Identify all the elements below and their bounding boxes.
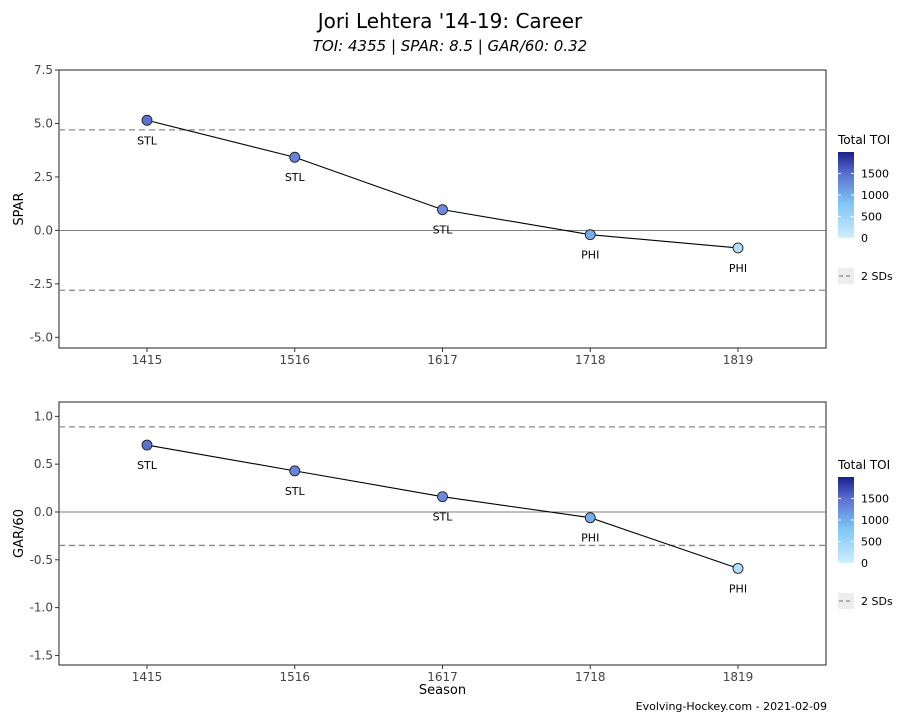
x-tick-label: 1617: [427, 670, 458, 684]
y-tick-label: 0.0: [34, 505, 53, 519]
colorbar-tick-label: 0: [861, 557, 868, 570]
colorbar-tick-label: 0: [861, 232, 868, 245]
plot-frame: [58, 401, 827, 666]
data-point: [732, 562, 744, 574]
colorbar-tick-label: 1000: [861, 189, 889, 202]
sd-legend-label: 2 SDs: [861, 595, 893, 608]
y-tick-label: -1.0: [30, 601, 53, 615]
colorbar-tick-label: 500: [861, 536, 882, 549]
y-tick-label: 5.0: [34, 116, 53, 130]
gar60-panel: 1.0 0.5 0.0 -0.5 -1.0 -1.5 GAR/60 1415 1516 1617 1…: [12, 401, 893, 698]
x-tick-label: 1415: [132, 353, 163, 367]
legend-title: Total TOI: [837, 133, 890, 147]
x-tick-label: 1819: [723, 353, 754, 367]
team-label: PHI: [729, 262, 747, 275]
data-point: [289, 151, 301, 163]
team-label: STL: [137, 134, 158, 147]
team-label: STL: [137, 459, 158, 472]
y-axis-label: GAR/60: [12, 509, 27, 558]
team-label: STL: [433, 511, 454, 524]
data-point: [437, 491, 448, 503]
data-point: [437, 204, 448, 216]
team-label: STL: [285, 171, 306, 184]
sd-legend-label: 2 SDs: [861, 270, 893, 283]
y-tick-label: 1.0: [34, 409, 53, 423]
data-point: [584, 229, 596, 241]
data-point: [141, 114, 153, 126]
chart-subtitle: TOI: 4355 | SPAR: 8.5 | GAR/60: 0.32: [312, 37, 588, 55]
y-tick-label: -1.5: [30, 648, 53, 662]
y-axis-label: SPAR: [12, 192, 27, 225]
y-tick-label: 2.5: [34, 170, 53, 184]
data-point: [289, 465, 301, 477]
team-label: PHI: [581, 249, 599, 262]
toi-colorbar: [838, 477, 854, 563]
y-tick-label: -0.5: [30, 553, 53, 567]
x-tick-label: 1819: [723, 670, 754, 684]
colorbar-tick-label: 500: [861, 211, 882, 224]
chart-title: Jori Lehtera '14-19: Career: [317, 9, 583, 33]
data-point: [732, 242, 744, 254]
x-tick-label: 1718: [575, 353, 606, 367]
y-tick-label: -5.0: [30, 330, 53, 344]
colorbar-tick-label: 1000: [861, 514, 889, 527]
source-caption: Evolving-Hockey.com - 2021-02-09: [635, 700, 827, 713]
team-label: STL: [285, 485, 306, 498]
legend-title: Total TOI: [837, 458, 890, 472]
y-tick-label: 0.0: [34, 223, 53, 237]
team-label: STL: [433, 224, 454, 237]
x-axis-label: Season: [419, 683, 466, 698]
data-point: [584, 512, 596, 524]
team-label: PHI: [581, 532, 599, 545]
x-tick-label: 1718: [575, 670, 606, 684]
toi-colorbar: [838, 152, 854, 238]
x-tick-label: 1415: [132, 670, 163, 684]
x-tick-label: 1516: [279, 670, 310, 684]
colorbar-tick-label: 1500: [861, 493, 889, 506]
colorbar-tick-label: 1500: [861, 168, 889, 181]
team-label: PHI: [729, 582, 747, 595]
x-tick-label: 1516: [279, 353, 310, 367]
y-tick-label: 0.5: [34, 457, 53, 471]
x-tick-label: 1617: [427, 353, 458, 367]
y-tick-label: 7.5: [34, 63, 53, 77]
data-point: [141, 439, 153, 451]
spar-panel: 7.5 5.0 2.5 0.0 -2.5 -5.0 SPAR 1415 1516 1617 1718…: [12, 63, 893, 367]
y-tick-label: -2.5: [30, 277, 53, 291]
